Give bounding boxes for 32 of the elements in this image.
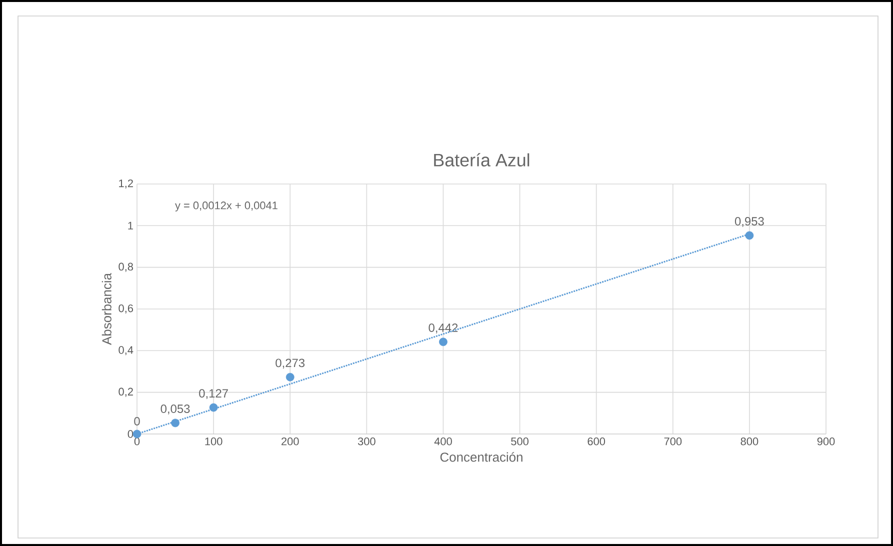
x-tick-label: 600 (588, 438, 606, 446)
point (439, 338, 448, 346)
chart-title: Batería Azul (434, 153, 530, 166)
x-tick-label: 200 (282, 438, 299, 446)
x-axis-title: Concentración (440, 452, 522, 462)
data-label: 0,273 (276, 358, 305, 369)
x-tick-label: 900 (817, 438, 835, 446)
data-label: 0,053 (160, 404, 190, 414)
y-tick-label: 0,6 (118, 304, 134, 314)
y-tick-label: 0,2 (118, 388, 133, 397)
point (171, 418, 180, 428)
point (209, 403, 218, 412)
x-tick-label: 800 (740, 438, 758, 446)
y-tick-label: 1,2 (119, 179, 133, 189)
data-label: 0,442 (428, 324, 458, 334)
y-tick-label: 0,4 (118, 346, 134, 356)
data-label: 0,127 (199, 389, 228, 400)
y-tick-label: 0,8 (118, 262, 134, 272)
x-tick-label: 0 (134, 438, 140, 446)
annotation: y = 0,0012x + 0,0041 (175, 202, 278, 212)
data-label: 0 (134, 417, 140, 426)
x-tick-label: 700 (664, 438, 682, 446)
point (286, 372, 294, 382)
x-tick-label: 100 (205, 438, 222, 446)
x-tick-label: 300 (358, 438, 376, 446)
point (745, 231, 754, 240)
x-tick-label: 400 (434, 438, 452, 446)
x-tick-label: 500 (511, 438, 528, 446)
data-label: 0,953 (734, 217, 764, 227)
y-axis-title: Absorbancia (102, 273, 112, 345)
y-tick-label: 0 (128, 430, 134, 438)
y-tick-label: 1 (128, 222, 133, 230)
